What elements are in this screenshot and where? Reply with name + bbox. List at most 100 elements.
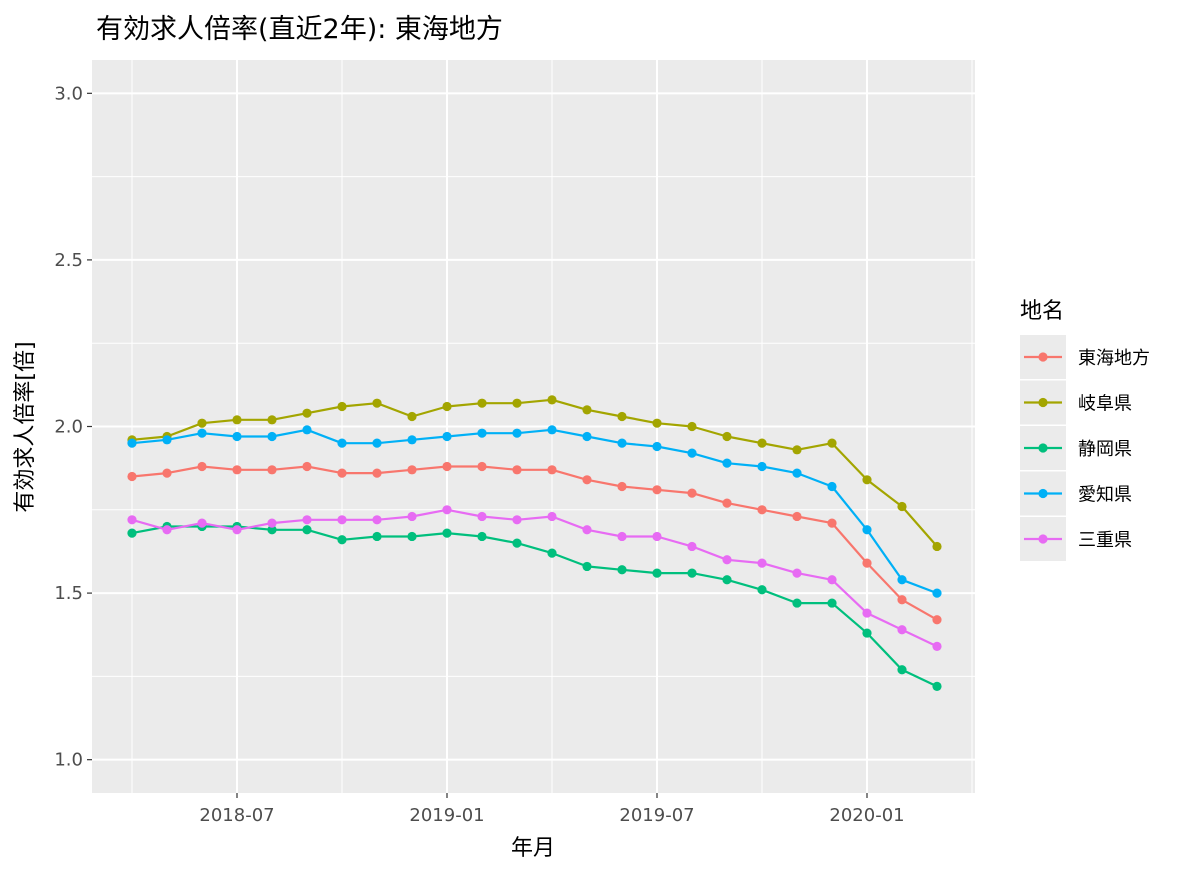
data-point (687, 449, 696, 458)
data-point (127, 515, 136, 524)
data-point (197, 462, 206, 471)
data-point (757, 439, 766, 448)
data-point (827, 439, 836, 448)
data-point (232, 415, 241, 424)
data-point (127, 529, 136, 538)
data-point (652, 419, 661, 428)
data-point (862, 559, 871, 568)
legend-key-point (1038, 352, 1047, 361)
x-tick-label: 2018-07 (199, 805, 274, 826)
chart-title: 有効求人倍率(直近2年): 東海地方 (96, 14, 503, 45)
data-point (757, 505, 766, 514)
data-point (302, 409, 311, 418)
data-point (337, 535, 346, 544)
data-point (547, 549, 556, 558)
data-point (687, 569, 696, 578)
y-tick-label: 2.0 (54, 417, 83, 438)
data-point (932, 682, 941, 691)
x-axis-title: 年月 (511, 836, 555, 861)
data-point (337, 402, 346, 411)
data-point (722, 555, 731, 564)
data-point (232, 465, 241, 474)
data-point (582, 432, 591, 441)
data-point (442, 462, 451, 471)
data-point (582, 405, 591, 414)
data-point (197, 429, 206, 438)
data-point (372, 469, 381, 478)
x-axis: 2018-07 2019-01 2019-07 2020-01 (199, 793, 904, 826)
data-point (197, 419, 206, 428)
data-point (722, 499, 731, 508)
data-point (757, 585, 766, 594)
data-point (442, 505, 451, 514)
data-point (617, 532, 626, 541)
data-point (372, 439, 381, 448)
data-point (512, 399, 521, 408)
data-point (582, 475, 591, 484)
data-point (162, 525, 171, 534)
data-point (127, 439, 136, 448)
y-tick-label: 1.0 (54, 750, 83, 771)
legend-key-point (1038, 489, 1047, 498)
data-point (512, 539, 521, 548)
data-point (337, 515, 346, 524)
data-point (792, 569, 801, 578)
x-tick-label: 2019-07 (619, 805, 694, 826)
data-point (757, 559, 766, 568)
data-point (547, 425, 556, 434)
data-point (162, 435, 171, 444)
data-point (932, 642, 941, 651)
data-point (267, 465, 276, 474)
data-point (547, 395, 556, 404)
x-tick-label: 2020-01 (829, 805, 904, 826)
data-point (302, 515, 311, 524)
y-axis: 1.0 1.5 2.0 2.5 3.0 (54, 83, 92, 770)
data-point (932, 542, 941, 551)
data-point (862, 608, 871, 617)
data-point (827, 598, 836, 607)
data-point (407, 512, 416, 521)
data-point (897, 502, 906, 511)
data-point (757, 462, 766, 471)
data-point (932, 615, 941, 624)
data-point (652, 569, 661, 578)
data-point (477, 399, 486, 408)
data-point (617, 439, 626, 448)
data-point (267, 519, 276, 528)
data-point (372, 399, 381, 408)
data-point (687, 542, 696, 551)
data-point (337, 469, 346, 478)
data-point (337, 439, 346, 448)
data-point (792, 598, 801, 607)
data-point (862, 525, 871, 534)
data-point (197, 519, 206, 528)
legend-key-point (1038, 443, 1047, 452)
data-point (897, 575, 906, 584)
legend-label: 東海地方 (1078, 348, 1150, 369)
data-point (407, 412, 416, 421)
data-point (582, 562, 591, 571)
data-point (162, 469, 171, 478)
data-point (477, 512, 486, 521)
legend-label: 岐阜県 (1078, 394, 1132, 415)
legend-title: 地名 (1020, 299, 1064, 324)
data-point (617, 565, 626, 574)
data-point (302, 525, 311, 534)
y-tick-label: 3.0 (54, 83, 83, 104)
data-point (477, 532, 486, 541)
data-point (512, 515, 521, 524)
data-point (897, 595, 906, 604)
y-axis-title: 有効求人倍率[倍] (13, 341, 38, 512)
data-point (232, 432, 241, 441)
data-point (617, 482, 626, 491)
data-point (372, 532, 381, 541)
data-point (512, 465, 521, 474)
data-point (547, 465, 556, 474)
data-point (127, 472, 136, 481)
data-point (687, 422, 696, 431)
data-point (442, 432, 451, 441)
data-point (512, 429, 521, 438)
data-point (267, 432, 276, 441)
data-point (722, 459, 731, 468)
data-point (827, 482, 836, 491)
